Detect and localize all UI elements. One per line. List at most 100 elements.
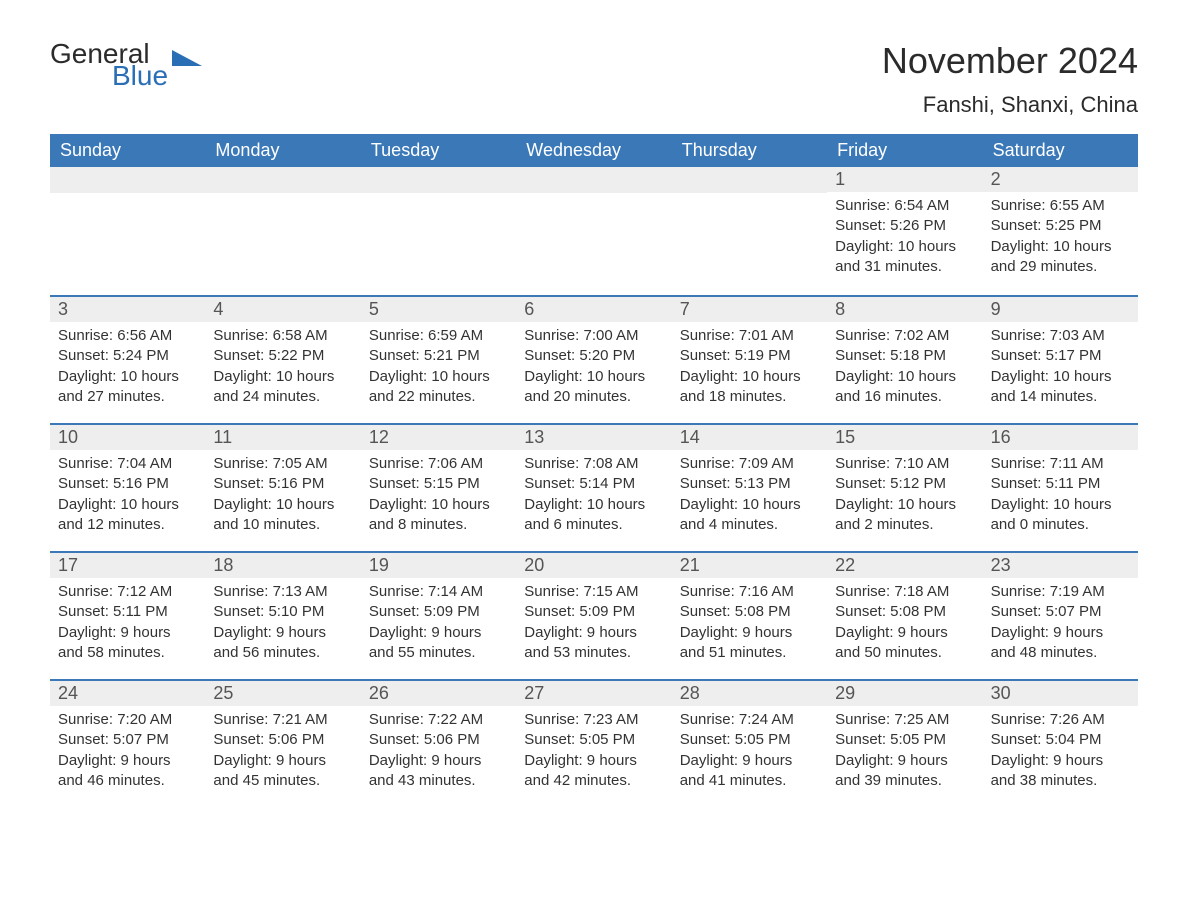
sunset-text: Sunset: 5:16 PM [213,474,352,494]
day-number: 29 [827,681,982,706]
sunset-text: Sunset: 5:12 PM [835,474,974,494]
title-block: November 2024 Fanshi, Shanxi, China [882,40,1138,128]
day-details: Sunrise: 6:56 AMSunset: 5:24 PMDaylight:… [50,322,205,411]
day-number: 2 [983,167,1138,192]
sunset-text: Sunset: 5:19 PM [680,346,819,366]
daylight-text-2: and 58 minutes. [58,643,197,663]
sunrise-text: Sunrise: 7:21 AM [213,710,352,730]
sunrise-text: Sunrise: 7:01 AM [680,326,819,346]
day-number: 12 [361,425,516,450]
day-header: Friday [827,134,982,167]
day-details: Sunrise: 7:25 AMSunset: 5:05 PMDaylight:… [827,706,982,795]
location: Fanshi, Shanxi, China [882,92,1138,118]
day-details: Sunrise: 7:06 AMSunset: 5:15 PMDaylight:… [361,450,516,539]
day-number: 3 [50,297,205,322]
daylight-text-1: Daylight: 9 hours [58,623,197,643]
calendar-day-cell: 23Sunrise: 7:19 AMSunset: 5:07 PMDayligh… [983,551,1138,679]
sunrise-text: Sunrise: 7:18 AM [835,582,974,602]
daylight-text-2: and 43 minutes. [369,771,508,791]
daylight-text-2: and 55 minutes. [369,643,508,663]
calendar-blank-cell [205,167,360,295]
day-number: 28 [672,681,827,706]
calendar-day-cell: 13Sunrise: 7:08 AMSunset: 5:14 PMDayligh… [516,423,671,551]
day-details: Sunrise: 7:24 AMSunset: 5:05 PMDaylight:… [672,706,827,795]
sunset-text: Sunset: 5:07 PM [991,602,1130,622]
daylight-text-1: Daylight: 10 hours [835,237,974,257]
daylight-text-1: Daylight: 10 hours [835,495,974,515]
daylight-text-1: Daylight: 10 hours [835,367,974,387]
calendar-day-cell: 11Sunrise: 7:05 AMSunset: 5:16 PMDayligh… [205,423,360,551]
calendar-day-cell: 25Sunrise: 7:21 AMSunset: 5:06 PMDayligh… [205,679,360,807]
sunrise-text: Sunrise: 7:13 AM [213,582,352,602]
sunrise-text: Sunrise: 6:55 AM [991,196,1130,216]
day-number: 17 [50,553,205,578]
header: General Blue November 2024 Fanshi, Shanx… [50,40,1138,128]
calendar-day-cell: 19Sunrise: 7:14 AMSunset: 5:09 PMDayligh… [361,551,516,679]
day-details: Sunrise: 6:55 AMSunset: 5:25 PMDaylight:… [983,192,1138,281]
calendar-blank-cell [361,167,516,295]
daylight-text-2: and 50 minutes. [835,643,974,663]
daylight-text-1: Daylight: 9 hours [524,623,663,643]
day-number: 21 [672,553,827,578]
daylight-text-2: and 10 minutes. [213,515,352,535]
daylight-text-1: Daylight: 10 hours [213,367,352,387]
calendar-day-cell: 8Sunrise: 7:02 AMSunset: 5:18 PMDaylight… [827,295,982,423]
calendar-day-cell: 21Sunrise: 7:16 AMSunset: 5:08 PMDayligh… [672,551,827,679]
day-number: 22 [827,553,982,578]
day-number: 1 [827,167,982,192]
sunset-text: Sunset: 5:09 PM [524,602,663,622]
day-details: Sunrise: 7:00 AMSunset: 5:20 PMDaylight:… [516,322,671,411]
calendar-day-cell: 17Sunrise: 7:12 AMSunset: 5:11 PMDayligh… [50,551,205,679]
calendar-day-cell: 26Sunrise: 7:22 AMSunset: 5:06 PMDayligh… [361,679,516,807]
daylight-text-1: Daylight: 9 hours [524,751,663,771]
sunset-text: Sunset: 5:07 PM [58,730,197,750]
calendar-day-cell: 4Sunrise: 6:58 AMSunset: 5:22 PMDaylight… [205,295,360,423]
calendar-day-cell: 18Sunrise: 7:13 AMSunset: 5:10 PMDayligh… [205,551,360,679]
day-details: Sunrise: 6:54 AMSunset: 5:26 PMDaylight:… [827,192,982,281]
day-number: 8 [827,297,982,322]
sunrise-text: Sunrise: 7:25 AM [835,710,974,730]
sunset-text: Sunset: 5:08 PM [835,602,974,622]
sunset-text: Sunset: 5:24 PM [58,346,197,366]
sunrise-text: Sunrise: 7:23 AM [524,710,663,730]
day-number: 9 [983,297,1138,322]
day-details: Sunrise: 6:58 AMSunset: 5:22 PMDaylight:… [205,322,360,411]
sunset-text: Sunset: 5:16 PM [58,474,197,494]
sunset-text: Sunset: 5:06 PM [369,730,508,750]
day-details: Sunrise: 7:16 AMSunset: 5:08 PMDaylight:… [672,578,827,667]
daylight-text-1: Daylight: 9 hours [213,623,352,643]
daylight-text-2: and 56 minutes. [213,643,352,663]
day-number: 18 [205,553,360,578]
day-header: Thursday [672,134,827,167]
day-details: Sunrise: 7:03 AMSunset: 5:17 PMDaylight:… [983,322,1138,411]
day-details: Sunrise: 7:26 AMSunset: 5:04 PMDaylight:… [983,706,1138,795]
daylight-text-2: and 0 minutes. [991,515,1130,535]
daylight-text-1: Daylight: 10 hours [524,495,663,515]
day-details: Sunrise: 7:23 AMSunset: 5:05 PMDaylight:… [516,706,671,795]
sunset-text: Sunset: 5:08 PM [680,602,819,622]
daylight-text-2: and 53 minutes. [524,643,663,663]
sunrise-text: Sunrise: 7:05 AM [213,454,352,474]
day-details: Sunrise: 7:11 AMSunset: 5:11 PMDaylight:… [983,450,1138,539]
daylight-text-1: Daylight: 9 hours [213,751,352,771]
sunrise-text: Sunrise: 7:04 AM [58,454,197,474]
sunrise-text: Sunrise: 7:19 AM [991,582,1130,602]
daylight-text-1: Daylight: 9 hours [835,751,974,771]
sunset-text: Sunset: 5:11 PM [991,474,1130,494]
calendar-grid: SundayMondayTuesdayWednesdayThursdayFrid… [50,134,1138,807]
sunrise-text: Sunrise: 7:11 AM [991,454,1130,474]
sunset-text: Sunset: 5:26 PM [835,216,974,236]
sunrise-text: Sunrise: 7:00 AM [524,326,663,346]
daylight-text-1: Daylight: 9 hours [680,623,819,643]
calendar-day-cell: 20Sunrise: 7:15 AMSunset: 5:09 PMDayligh… [516,551,671,679]
daylight-text-2: and 2 minutes. [835,515,974,535]
daylight-text-1: Daylight: 10 hours [369,495,508,515]
calendar-day-cell: 15Sunrise: 7:10 AMSunset: 5:12 PMDayligh… [827,423,982,551]
sunset-text: Sunset: 5:14 PM [524,474,663,494]
sunset-text: Sunset: 5:05 PM [524,730,663,750]
daylight-text-1: Daylight: 10 hours [213,495,352,515]
daylight-text-2: and 8 minutes. [369,515,508,535]
sunrise-text: Sunrise: 6:58 AM [213,326,352,346]
daylight-text-2: and 27 minutes. [58,387,197,407]
day-details: Sunrise: 7:20 AMSunset: 5:07 PMDaylight:… [50,706,205,795]
